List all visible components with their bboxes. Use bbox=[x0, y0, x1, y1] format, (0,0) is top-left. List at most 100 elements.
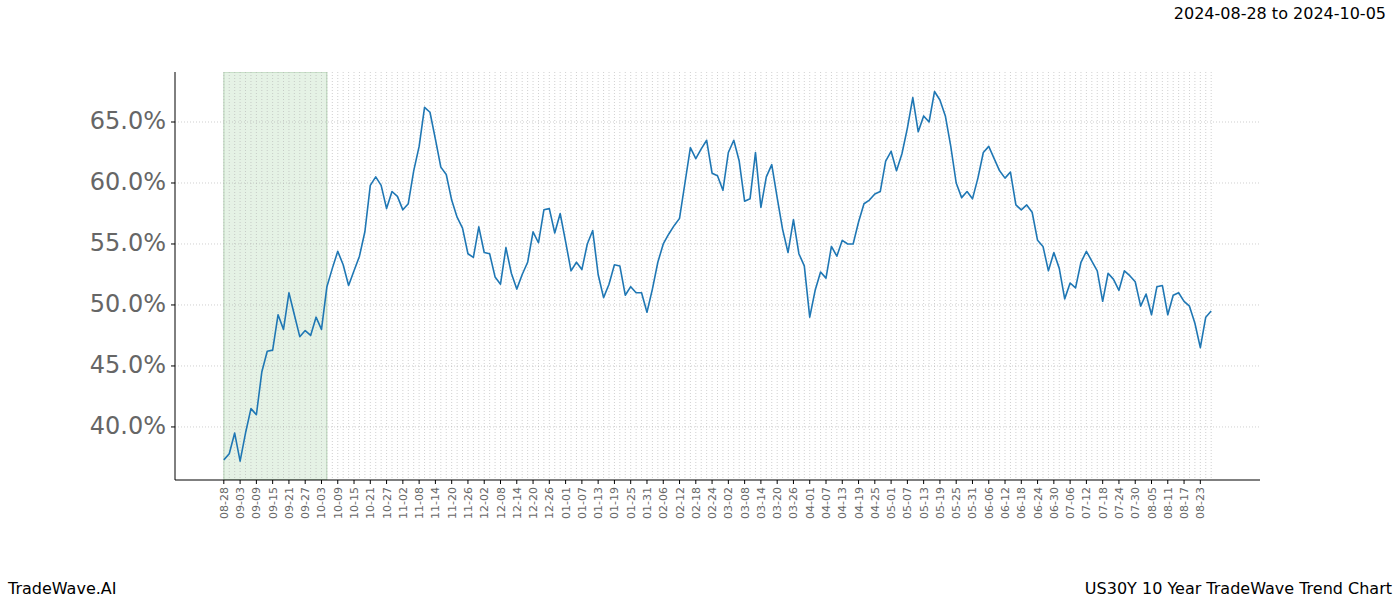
grid-line-x bbox=[798, 72, 799, 480]
footer-right: US30Y 10 Year TradeWave Trend Chart bbox=[1085, 579, 1392, 598]
x-tick bbox=[223, 480, 224, 484]
grid-line-x bbox=[234, 72, 235, 480]
y-tick bbox=[171, 122, 175, 123]
x-tick-label: 09-27 bbox=[299, 487, 312, 519]
grid-line-x bbox=[348, 72, 349, 480]
x-tick bbox=[435, 480, 436, 484]
grid-line-x bbox=[581, 72, 582, 480]
y-tick-label: 45.0% bbox=[90, 351, 166, 379]
grid-line-x bbox=[755, 72, 756, 480]
x-tick bbox=[1184, 480, 1185, 484]
x-tick-label: 02-18 bbox=[690, 487, 703, 519]
grid-line-x bbox=[1184, 72, 1185, 480]
x-tick-label: 08-05 bbox=[1146, 487, 1159, 519]
x-tick bbox=[923, 480, 924, 484]
x-tick bbox=[939, 480, 940, 484]
grid-line-x bbox=[836, 72, 837, 480]
grid-line-x bbox=[874, 72, 875, 480]
grid-line-x bbox=[636, 72, 637, 480]
grid-line-x bbox=[386, 72, 387, 480]
grid-line-x bbox=[392, 72, 393, 480]
x-tick bbox=[451, 480, 452, 484]
grid-line-x bbox=[516, 72, 517, 480]
grid-line-x bbox=[1091, 72, 1092, 480]
grid-line-x bbox=[712, 72, 713, 480]
grid-line-x bbox=[435, 72, 436, 480]
grid-line-x bbox=[929, 72, 930, 480]
grid-line-x bbox=[533, 72, 534, 480]
grid-line-x bbox=[527, 72, 528, 480]
x-tick-label: 02-24 bbox=[706, 487, 719, 519]
grid-line-x bbox=[847, 72, 848, 480]
x-tick bbox=[354, 480, 355, 484]
grid-line-x bbox=[625, 72, 626, 480]
grid-line-x bbox=[744, 72, 745, 480]
grid-line-x bbox=[1113, 72, 1114, 480]
grid-line-x bbox=[684, 72, 685, 480]
x-tick bbox=[907, 480, 908, 484]
grid-line-x bbox=[419, 72, 420, 480]
grid-line-x bbox=[565, 72, 566, 480]
x-tick-label: 01-13 bbox=[592, 487, 605, 519]
grid-line-x bbox=[587, 72, 588, 480]
x-tick bbox=[1021, 480, 1022, 484]
grid-line-x bbox=[354, 72, 355, 480]
grid-line-x bbox=[576, 72, 577, 480]
grid-line-x bbox=[500, 72, 501, 480]
x-tick-label: 08-28 bbox=[218, 487, 231, 519]
grid-line-x bbox=[316, 72, 317, 480]
y-tick-label: 65.0% bbox=[90, 107, 166, 135]
x-tick-label: 11-26 bbox=[462, 487, 475, 519]
x-tick bbox=[1070, 480, 1071, 484]
grid-line-x bbox=[679, 72, 680, 480]
grid-line-x bbox=[326, 72, 327, 480]
grid-line-x bbox=[842, 72, 843, 480]
x-tick bbox=[565, 480, 566, 484]
x-tick-label: 06-12 bbox=[999, 487, 1012, 519]
grid-line-x bbox=[652, 72, 653, 480]
grid-line-x bbox=[717, 72, 718, 480]
grid-line-x bbox=[592, 72, 593, 480]
grid-line-x bbox=[1151, 72, 1152, 480]
grid-line-x bbox=[614, 72, 615, 480]
grid-line-x bbox=[934, 72, 935, 480]
grid-line-x bbox=[484, 72, 485, 480]
grid-line-x bbox=[1135, 72, 1136, 480]
grid-line-x bbox=[956, 72, 957, 480]
x-tick-label: 12-02 bbox=[478, 487, 491, 519]
x-tick bbox=[646, 480, 647, 484]
grid-line-x bbox=[1070, 72, 1071, 480]
grid-line-x bbox=[858, 72, 859, 480]
x-tick bbox=[240, 480, 241, 484]
x-tick-label: 07-18 bbox=[1097, 487, 1110, 519]
grid-line-x bbox=[1075, 72, 1076, 480]
x-tick bbox=[321, 480, 322, 484]
grid-line-x bbox=[706, 72, 707, 480]
x-tick-label: 12-26 bbox=[543, 487, 556, 519]
grid-line-x bbox=[402, 72, 403, 480]
x-tick-label: 04-25 bbox=[869, 487, 882, 519]
grid-line-x bbox=[288, 72, 289, 480]
grid-line-x bbox=[543, 72, 544, 480]
x-tick-label: 10-21 bbox=[364, 487, 377, 519]
grid-line-x bbox=[223, 72, 224, 480]
x-tick bbox=[516, 480, 517, 484]
grid-line-x bbox=[299, 72, 300, 480]
grid-line-x bbox=[429, 72, 430, 480]
x-tick bbox=[549, 480, 550, 484]
grid-line-x bbox=[245, 72, 246, 480]
x-tick bbox=[419, 480, 420, 484]
grid-line-x bbox=[1189, 72, 1190, 480]
x-tick bbox=[663, 480, 664, 484]
x-tick bbox=[956, 480, 957, 484]
x-tick bbox=[826, 480, 827, 484]
grid-line-x bbox=[310, 72, 311, 480]
grid-line-x bbox=[549, 72, 550, 480]
x-tick bbox=[712, 480, 713, 484]
x-tick bbox=[793, 480, 794, 484]
grid-line-x bbox=[809, 72, 810, 480]
x-tick-label: 03-02 bbox=[722, 487, 735, 519]
x-tick-label: 10-09 bbox=[332, 487, 345, 519]
grid-line-x bbox=[1032, 72, 1033, 480]
x-tick-label: 12-20 bbox=[527, 487, 540, 519]
